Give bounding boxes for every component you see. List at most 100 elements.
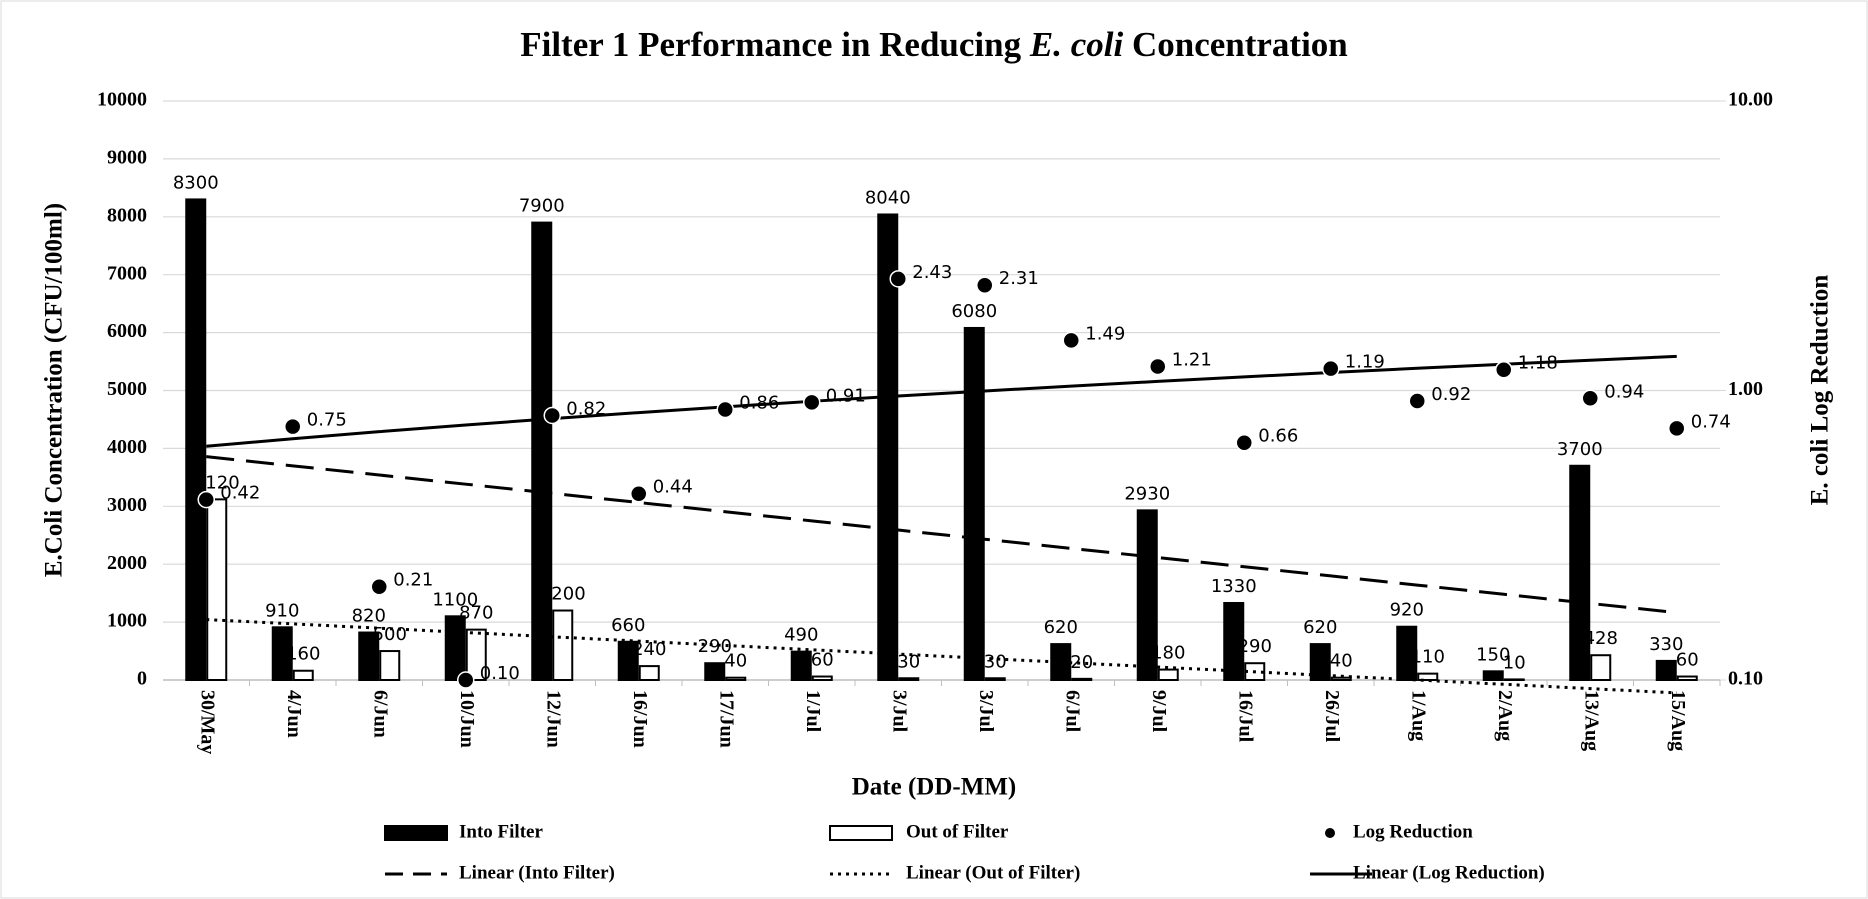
x-tick-label: 26/Jul bbox=[1321, 690, 1343, 743]
y-tick-label: 1000 bbox=[107, 610, 147, 632]
point-value-label: 0.82 bbox=[566, 398, 606, 419]
bar-value-label: 428 bbox=[1584, 628, 1618, 649]
bar-value-label: 2930 bbox=[1124, 483, 1170, 504]
bar bbox=[292, 669, 314, 682]
data-point bbox=[976, 276, 994, 294]
x-tick-label: 3/Jul bbox=[975, 690, 997, 733]
legend-label: Linear (Out of Filter) bbox=[906, 862, 1080, 883]
x-tick-label: 3/Jul bbox=[889, 690, 911, 733]
bar-value-label: 3120 bbox=[194, 472, 240, 493]
bar-value-label: 290 bbox=[1238, 636, 1272, 657]
data-point bbox=[197, 490, 215, 509]
x-tick-label: 4/Jun bbox=[283, 690, 305, 738]
y2-tick-label: 1.00 bbox=[1728, 378, 1763, 400]
bar-value-label: 30 bbox=[897, 651, 920, 672]
data-point bbox=[543, 406, 561, 425]
bar bbox=[811, 675, 833, 682]
x-axis-title: Date (DD-MM) bbox=[852, 774, 1017, 801]
legend-label: Linear (Log Reduction) bbox=[1353, 862, 1545, 883]
x-tick-label: 17/Jun bbox=[716, 690, 738, 748]
bar bbox=[725, 676, 747, 682]
bar bbox=[638, 665, 660, 682]
y-tick-label: 2000 bbox=[107, 552, 147, 574]
bar-value-label: 1200 bbox=[540, 584, 586, 605]
bar bbox=[1136, 509, 1158, 681]
bar bbox=[185, 198, 207, 681]
bar-value-label: 10 bbox=[1503, 652, 1526, 673]
bar bbox=[1330, 676, 1352, 682]
bar-value-label: 8300 bbox=[173, 172, 219, 193]
bar bbox=[877, 213, 899, 681]
bar-value-label: 60 bbox=[1676, 650, 1699, 671]
point-value-label: 0.86 bbox=[739, 392, 779, 413]
bar bbox=[1157, 668, 1179, 682]
bar bbox=[358, 631, 380, 681]
x-tick-label: 15/Aug bbox=[1667, 690, 1689, 751]
y-axis-title: E.Coli Concentration (CFU/100ml) bbox=[41, 203, 68, 577]
bar bbox=[1309, 643, 1331, 681]
point-value-label: 1.19 bbox=[1345, 352, 1385, 373]
bar bbox=[1071, 677, 1093, 681]
legend-swatch bbox=[829, 825, 893, 841]
bar bbox=[984, 677, 1006, 682]
bar bbox=[1655, 659, 1677, 682]
bar bbox=[1417, 672, 1439, 681]
y-tick-label: 6000 bbox=[107, 320, 147, 342]
y-tick-label: 3000 bbox=[107, 494, 147, 516]
title-part: E. coli bbox=[1029, 25, 1124, 64]
bar-value-label: 180 bbox=[1151, 643, 1185, 664]
trendline bbox=[206, 354, 1677, 448]
bar bbox=[206, 498, 228, 681]
legend-label: Into Filter bbox=[459, 821, 543, 842]
y2-tick-label: 10.00 bbox=[1728, 89, 1773, 111]
point-value-label: 1.21 bbox=[1172, 350, 1212, 371]
bar-value-label: 330 bbox=[1649, 634, 1683, 655]
bar-value-label: 820 bbox=[352, 606, 386, 627]
y-tick-label: 10000 bbox=[97, 89, 147, 111]
bar-value-label: 110 bbox=[1411, 647, 1445, 668]
bar-value-label: 7900 bbox=[519, 196, 565, 217]
bar-value-label: 20 bbox=[1070, 652, 1093, 673]
data-point bbox=[1322, 359, 1340, 378]
title-part: Concentration bbox=[1123, 25, 1348, 64]
point-value-label: 0.92 bbox=[1431, 384, 1471, 405]
point-value-label: 1.49 bbox=[1085, 323, 1125, 344]
x-tick-label: 13/Aug bbox=[1581, 690, 1603, 751]
bar bbox=[444, 615, 466, 681]
bar bbox=[531, 221, 553, 681]
point-value-label: 1.18 bbox=[1518, 353, 1558, 374]
bar bbox=[1590, 654, 1612, 682]
bar-value-label: 40 bbox=[724, 651, 747, 672]
x-tick-label: 16/Jul bbox=[1235, 690, 1257, 743]
point-value-label: 0.94 bbox=[1604, 381, 1644, 402]
trendline bbox=[206, 455, 1677, 615]
point-value-label: 0.74 bbox=[1691, 411, 1731, 432]
legend-label: Out of Filter bbox=[906, 821, 1009, 842]
data-point bbox=[1668, 419, 1686, 438]
bar-value-label: 40 bbox=[1330, 651, 1353, 672]
bar-value-label: 870 bbox=[459, 603, 493, 624]
bar bbox=[379, 650, 401, 681]
point-value-label: 0.21 bbox=[393, 570, 433, 591]
x-tick-label: 10/Jun bbox=[456, 690, 478, 748]
x-tick-label: 9/Jul bbox=[1148, 690, 1170, 733]
point-value-label: 2.43 bbox=[912, 262, 952, 283]
data-point bbox=[1149, 357, 1167, 376]
chart-title: Filter 1 Performance in Reducing E. coli… bbox=[520, 25, 1348, 64]
x-tick-label: 6/Jul bbox=[1062, 690, 1084, 733]
bar-value-label: 3700 bbox=[1557, 439, 1603, 460]
bar-value-label: 1330 bbox=[1211, 576, 1257, 597]
legend-swatch bbox=[384, 825, 448, 841]
x-tick-label: 12/Jun bbox=[543, 690, 565, 748]
trendline bbox=[206, 618, 1677, 695]
data-point bbox=[1495, 360, 1513, 379]
point-value-label: 0.75 bbox=[307, 410, 347, 431]
bar bbox=[1676, 675, 1698, 682]
data-point bbox=[1235, 433, 1253, 452]
x-tick-label: 16/Jun bbox=[629, 690, 651, 748]
bar-value-label: 290 bbox=[698, 636, 732, 657]
x-tick-label: 1/Aug bbox=[1408, 690, 1430, 741]
point-value-label: 2.31 bbox=[999, 268, 1039, 289]
bar-value-label: 160 bbox=[286, 644, 320, 665]
y2-axis-title: E. coli Log Reduction bbox=[1807, 275, 1834, 506]
